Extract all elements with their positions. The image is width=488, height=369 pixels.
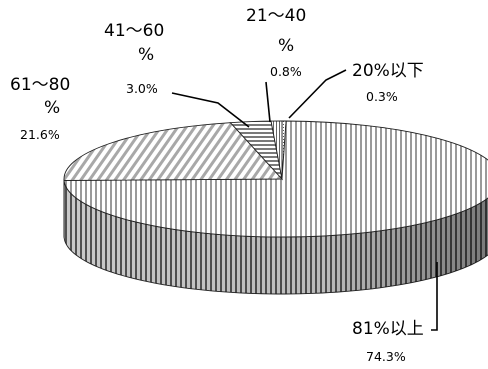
slice-label-61-80: 61〜80 xyxy=(10,75,70,95)
leader-line-41-60 xyxy=(171,92,250,128)
slice-value-61-80: 21.6% xyxy=(20,127,60,142)
slice-value-20-below: 0.3% xyxy=(366,89,398,104)
leader-line-20-below xyxy=(288,69,347,119)
slice-top-61-80 xyxy=(63,122,284,181)
slice-top-81-above xyxy=(63,120,488,238)
slice-value-21-40: 0.8% xyxy=(270,64,302,79)
slice-label-61-80-percent: % xyxy=(44,98,60,118)
slice-label-21-40: 21〜40 xyxy=(246,6,306,26)
slice-label-21-40-percent: % xyxy=(278,36,294,56)
slice-value-41-60: 3.0% xyxy=(126,81,158,96)
slice-label-41-60-percent: % xyxy=(138,45,154,65)
leader-line-21-40 xyxy=(265,81,271,123)
slice-label-41-60: 41〜60 xyxy=(104,21,164,41)
leader-line-81-above xyxy=(431,262,438,331)
slice-label-81-above: 81%以上 xyxy=(352,319,424,339)
slice-label-20-below: 20%以下 xyxy=(352,61,424,81)
slice-top-21-40 xyxy=(270,120,283,180)
slice-value-81-above: 74.3% xyxy=(366,349,406,364)
